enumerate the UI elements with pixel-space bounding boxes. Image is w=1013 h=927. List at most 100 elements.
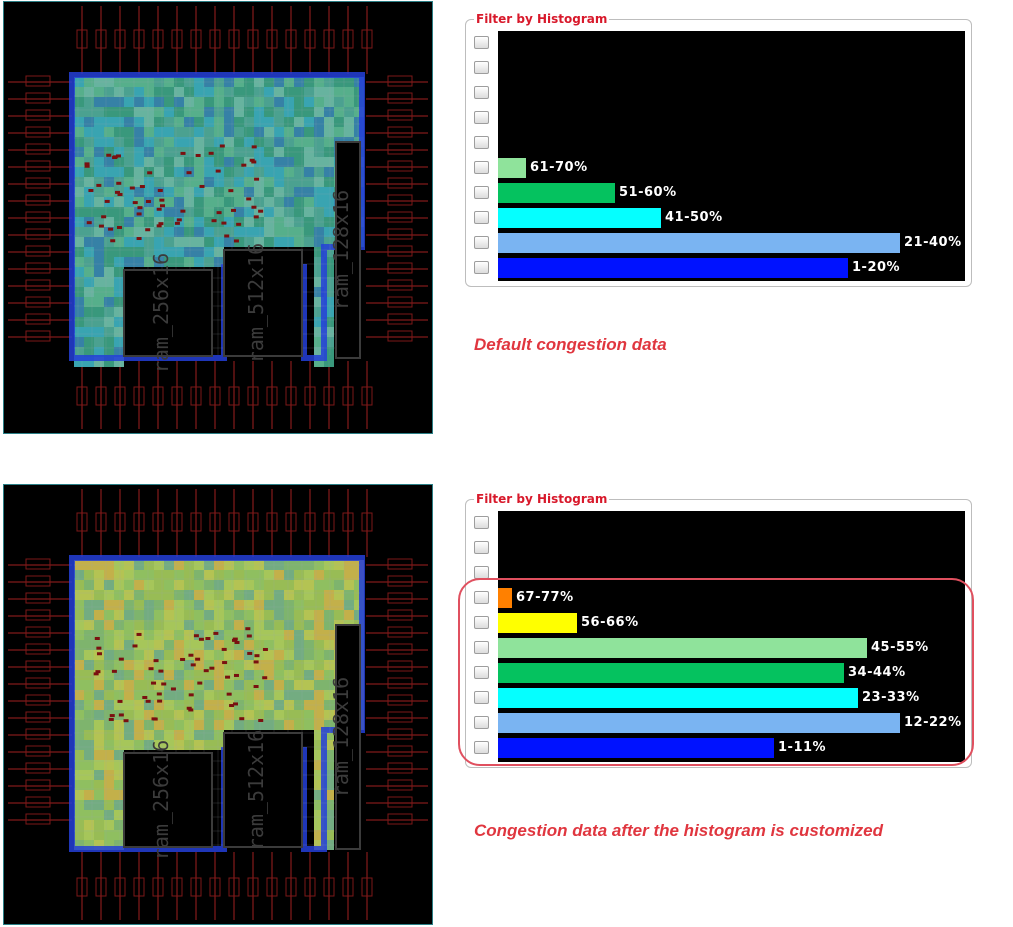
histogram-filter-checkbox[interactable] [474,161,489,174]
standard-cell [230,208,236,212]
histogram-filter-checkbox[interactable] [474,591,489,604]
standard-cell [116,225,122,229]
congestion-cell [284,720,294,730]
congestion-cell [84,680,94,690]
pin-pad [114,512,126,532]
congestion-cell [254,147,264,157]
congestion-cell [134,97,144,107]
congestion-cell [134,247,144,257]
histogram-filter-checkbox[interactable] [474,186,489,199]
congestion-cell [214,97,224,107]
congestion-cell [234,650,244,660]
congestion-cell [84,297,94,307]
congestion-cell [194,720,204,730]
macro-body [223,732,303,848]
standard-cell [106,153,112,157]
histogram-filter-checkbox[interactable] [474,666,489,679]
congestion-cell [224,217,234,227]
pin-pad [247,877,259,897]
standard-cell [186,171,192,175]
histogram-filter-checkbox[interactable] [474,261,489,274]
congestion-cell [114,307,124,317]
congestion-cell [334,570,344,580]
congestion-cell [244,650,254,660]
congestion-cell [314,297,324,307]
pin-pad [95,29,107,49]
congestion-cell [214,217,224,227]
congestion-cell [234,570,244,580]
standard-cell [129,186,135,190]
congestion-cell [164,227,174,237]
congestion-cell [214,720,224,730]
histogram-filter-checkbox[interactable] [474,61,489,74]
histogram-filter-checkbox[interactable] [474,716,489,729]
congestion-cell [294,690,304,700]
congestion-cell [194,77,204,87]
macro-body [123,752,213,848]
standard-cell [258,718,264,722]
congestion-cell [234,117,244,127]
congestion-cell [194,610,204,620]
pin-pad [387,728,413,740]
histogram-filter-checkbox[interactable] [474,641,489,654]
congestion-cell [284,710,294,720]
congestion-cell [124,700,134,710]
congestion-cell [164,167,174,177]
histogram-filter-checkbox[interactable] [474,111,489,124]
congestion-cell [84,770,94,780]
standard-cell [221,221,227,225]
histogram-filter-checkbox[interactable] [474,86,489,99]
congestion-cell [104,337,114,347]
standard-cell [110,239,116,243]
congestion-cell [234,227,244,237]
histogram-bar [498,713,900,733]
congestion-cell [104,840,114,850]
congestion-cell [214,730,224,740]
histogram-filter-checkbox[interactable] [474,516,489,529]
congestion-cell [154,197,164,207]
congestion-cell [304,680,314,690]
histogram-filter-checkbox[interactable] [474,36,489,49]
histogram-filter-checkbox[interactable] [474,136,489,149]
congestion-cell [204,670,214,680]
congestion-cell [304,157,314,167]
congestion-cell [264,560,274,570]
congestion-cell [194,217,204,227]
histogram-filter-checkbox[interactable] [474,616,489,629]
congestion-cell [254,690,264,700]
histogram-filter-checkbox[interactable] [474,691,489,704]
standard-cell [239,717,245,721]
congestion-cell [104,710,114,720]
congestion-cell [314,690,324,700]
histogram-bar [498,663,844,683]
congestion-cell [74,347,84,357]
congestion-cell [314,317,324,327]
congestion-cell [314,640,324,650]
congestion-cell [284,87,294,97]
histogram-filter-checkbox[interactable] [474,236,489,249]
congestion-cell [104,780,114,790]
pin-pad [25,109,51,121]
congestion-cell [244,670,254,680]
congestion-cell [254,177,264,187]
congestion-cell [134,690,144,700]
histogram-filter-checkbox[interactable] [474,741,489,754]
congestion-cell [74,77,84,87]
congestion-cell [94,570,104,580]
congestion-cell [144,207,154,217]
standard-cell [145,199,151,203]
histogram-filter-checkbox[interactable] [474,566,489,579]
pin-pad [25,75,51,87]
pin-pad [25,296,51,308]
histogram-filter-checkbox[interactable] [474,211,489,224]
congestion-cell [74,780,84,790]
congestion-cell [314,710,324,720]
congestion-cell [124,157,134,167]
congestion-cell [324,710,334,720]
congestion-cell [74,317,84,327]
congestion-cell [324,750,334,760]
congestion-cell [324,287,334,297]
congestion-cell [194,640,204,650]
congestion-cell [184,680,194,690]
histogram-filter-checkbox[interactable] [474,541,489,554]
